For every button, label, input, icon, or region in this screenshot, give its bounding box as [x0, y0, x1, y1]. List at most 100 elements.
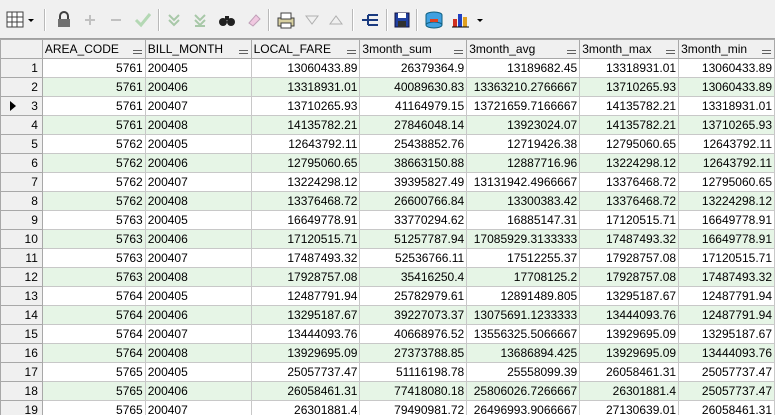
table-cell[interactable]: 12643792.11: [679, 135, 775, 154]
row-number[interactable]: 8: [1, 192, 43, 211]
table-cell[interactable]: 5762: [42, 192, 145, 211]
table-cell[interactable]: 16649778.91: [251, 211, 360, 230]
table-cell[interactable]: 13224298.12: [580, 154, 679, 173]
column-header[interactable]: LOCAL_FARE: [251, 40, 360, 59]
table-cell[interactable]: 200405: [145, 135, 251, 154]
column-menu-icon[interactable]: [567, 50, 576, 54]
table-cell[interactable]: 39395827.49: [360, 173, 467, 192]
table-cell[interactable]: 39227073.37: [360, 306, 467, 325]
column-header[interactable]: AREA_CODE: [42, 40, 145, 59]
table-cell[interactable]: 17120515.71: [679, 249, 775, 268]
table-cell[interactable]: 40668976.52: [360, 325, 467, 344]
row-number[interactable]: 14: [1, 306, 43, 325]
table-cell[interactable]: 5763: [42, 230, 145, 249]
table-cell[interactable]: 17708125.2: [467, 268, 580, 287]
column-menu-icon[interactable]: [347, 50, 356, 54]
table-cell[interactable]: 25057737.47: [679, 382, 775, 401]
table-cell[interactable]: 26058461.31: [251, 382, 360, 401]
table-cell[interactable]: 27846048.14: [360, 116, 467, 135]
table-cell[interactable]: 5764: [42, 325, 145, 344]
table-cell[interactable]: 13444093.76: [251, 325, 360, 344]
table-cell[interactable]: 5763: [42, 249, 145, 268]
table-cell[interactable]: 16649778.91: [679, 211, 775, 230]
table-cell[interactable]: 17487493.32: [251, 249, 360, 268]
table-cell[interactable]: 13131942.4966667: [467, 173, 580, 192]
table-cell[interactable]: 26301881.4: [580, 382, 679, 401]
table-cell[interactable]: 13295187.67: [251, 306, 360, 325]
table-cell[interactable]: 200406: [145, 306, 251, 325]
table-cell[interactable]: 17928757.08: [251, 268, 360, 287]
row-number[interactable]: 18: [1, 382, 43, 401]
table-cell[interactable]: 5761: [42, 59, 145, 78]
table-cell[interactable]: 13710265.93: [580, 78, 679, 97]
table-cell[interactable]: 25057737.47: [251, 363, 360, 382]
print-icon[interactable]: [274, 9, 298, 31]
table-cell[interactable]: 5764: [42, 344, 145, 363]
table-cell[interactable]: 5765: [42, 382, 145, 401]
table-cell[interactable]: 13224298.12: [679, 192, 775, 211]
database-icon[interactable]: [422, 9, 446, 31]
table-cell[interactable]: 40089630.83: [360, 78, 467, 97]
table-cell[interactable]: 5762: [42, 154, 145, 173]
column-header[interactable]: BILL_MONTH: [145, 40, 251, 59]
table-cell[interactable]: 5765: [42, 363, 145, 382]
column-menu-icon[interactable]: [239, 50, 248, 54]
table-cell[interactable]: 13376468.72: [580, 173, 679, 192]
clear-filter-icon[interactable]: [190, 9, 210, 31]
table-cell[interactable]: 200407: [145, 249, 251, 268]
table-cell[interactable]: 13060433.89: [679, 59, 775, 78]
row-number[interactable]: 17: [1, 363, 43, 382]
remove-icon[interactable]: [106, 9, 126, 31]
table-cell[interactable]: 51257787.94: [360, 230, 467, 249]
table-cell[interactable]: 13318931.01: [580, 59, 679, 78]
table-cell[interactable]: 25782979.61: [360, 287, 467, 306]
column-header[interactable]: 3month_sum: [360, 40, 467, 59]
table-cell[interactable]: 12719426.38: [467, 135, 580, 154]
row-number[interactable]: 7: [1, 173, 43, 192]
table-cell[interactable]: 13929695.09: [580, 325, 679, 344]
table-cell[interactable]: 26301881.4: [251, 401, 360, 415]
table-cell[interactable]: 12891489.805: [467, 287, 580, 306]
binoculars-icon[interactable]: [216, 9, 238, 31]
table-cell[interactable]: 200406: [145, 382, 251, 401]
table-cell[interactable]: 26600766.84: [360, 192, 467, 211]
table-cell[interactable]: 17487493.32: [580, 230, 679, 249]
query-icon[interactable]: [358, 9, 382, 31]
row-number[interactable]: 6: [1, 154, 43, 173]
table-cell[interactable]: 41164979.15: [360, 97, 467, 116]
table-cell[interactable]: 200405: [145, 59, 251, 78]
table-cell[interactable]: 33770294.62: [360, 211, 467, 230]
table-cell[interactable]: 26496993.9066667: [467, 401, 580, 415]
table-cell[interactable]: 5763: [42, 211, 145, 230]
table-cell[interactable]: 13686894.425: [467, 344, 580, 363]
table-cell[interactable]: 13444093.76: [580, 306, 679, 325]
table-cell[interactable]: 52536766.11: [360, 249, 467, 268]
row-number[interactable]: 3: [1, 97, 43, 116]
lock-icon[interactable]: [54, 9, 74, 31]
table-cell[interactable]: 13376468.72: [580, 192, 679, 211]
table-cell[interactable]: 12643792.11: [679, 154, 775, 173]
table-cell[interactable]: 13060433.89: [251, 59, 360, 78]
table-cell[interactable]: 12887716.96: [467, 154, 580, 173]
table-cell[interactable]: 200408: [145, 344, 251, 363]
column-menu-icon[interactable]: [454, 50, 463, 54]
column-header[interactable]: 3month_min: [679, 40, 775, 59]
table-cell[interactable]: 77418080.18: [360, 382, 467, 401]
table-cell[interactable]: 25057737.47: [679, 363, 775, 382]
row-number[interactable]: 15: [1, 325, 43, 344]
table-cell[interactable]: 13929695.09: [580, 344, 679, 363]
table-cell[interactable]: 14135782.21: [251, 116, 360, 135]
table-cell[interactable]: 5761: [42, 97, 145, 116]
table-cell[interactable]: 26058461.31: [580, 363, 679, 382]
sort-desc-icon[interactable]: [302, 9, 322, 31]
row-number[interactable]: 5: [1, 135, 43, 154]
table-cell[interactable]: 13556325.5066667: [467, 325, 580, 344]
filter-icon[interactable]: [164, 9, 184, 31]
table-cell[interactable]: 200408: [145, 192, 251, 211]
